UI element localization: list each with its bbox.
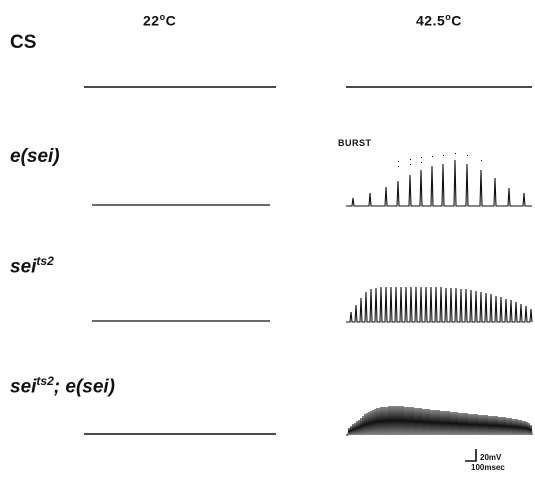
scale-bar-icon — [465, 449, 477, 462]
row-label-sei-ts2-e-sei-text: sei — [10, 376, 37, 398]
column-header-22c: 22oC — [143, 12, 176, 29]
column-header-22c-value: 22 — [143, 12, 160, 29]
trace-sei-ts2-e-sei-42-5c — [346, 405, 533, 436]
row-label-sei-ts2-e-sei-suffix: ; e(sei) — [53, 376, 116, 398]
burst-annotation: BURST — [338, 138, 372, 148]
row-label-e-sei-text: e(sei) — [10, 146, 60, 167]
scale-bar-time: 100msec — [471, 463, 505, 472]
row-label-sei-ts2: seits2 — [10, 254, 54, 278]
scale-bar-voltage: 20mV — [480, 453, 502, 462]
row-label-cs-text: CS — [10, 32, 37, 53]
degree-symbol: o — [159, 12, 166, 22]
row-label-cs: CS — [10, 32, 36, 54]
column-header-42-5c-unit: C — [451, 12, 462, 29]
column-header-22c-unit: C — [165, 12, 177, 29]
row-label-e-sei: e(sei) — [10, 146, 60, 168]
row-label-sei-ts2-e-sei-sup: ts2 — [36, 374, 54, 388]
column-header-42-5c-value: 42.5 — [416, 12, 446, 29]
row-label-sei-ts2-e-sei: seits2; e(sei) — [10, 374, 115, 398]
trace-sei-ts2-42-5c — [346, 286, 533, 323]
burst-dots — [398, 153, 482, 167]
trace-e-sei-42-5c — [346, 159, 532, 207]
column-header-42-5c: 42.5oC — [416, 12, 462, 29]
row-label-sei-ts2-sup: ts2 — [36, 254, 54, 268]
row-label-sei-ts2-text: sei — [10, 256, 37, 278]
degree-symbol: o — [445, 12, 452, 22]
